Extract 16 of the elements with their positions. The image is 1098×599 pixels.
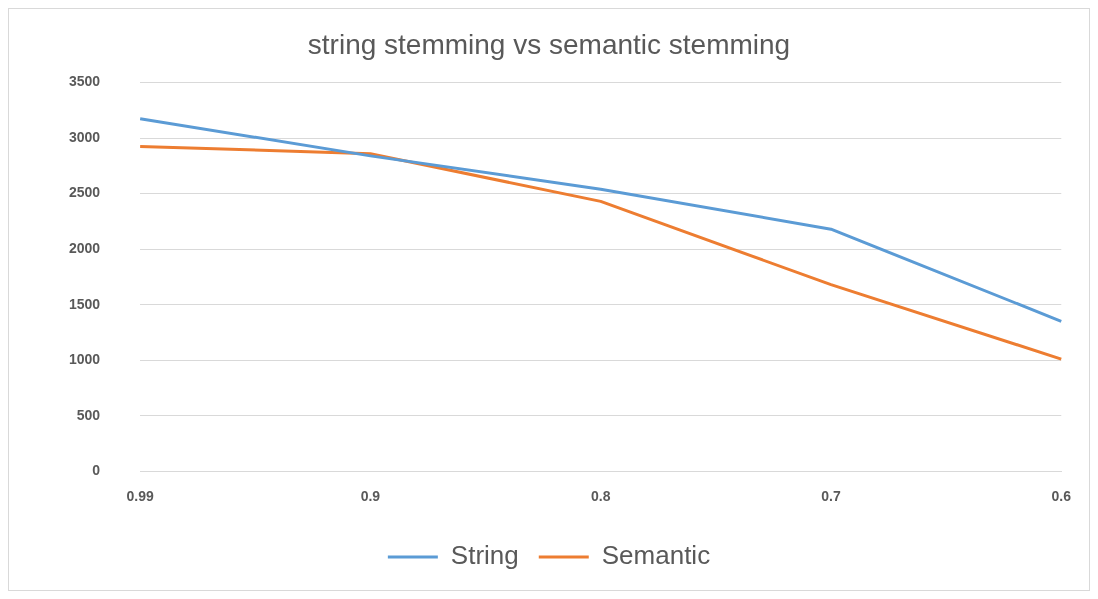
y-tick-label: 2500 [68,184,101,201]
x-tick-label: 0.9 [360,488,381,505]
x-tick-label: 0.7 [821,488,841,505]
y-tick-label: 3500 [68,73,101,90]
chart-title: string stemming vs semantic stemming [307,28,791,60]
y-tick-label: 0 [92,462,101,479]
x-tick-label: 0.99 [126,488,154,505]
x-tick-label: 0.6 [1051,488,1072,505]
y-tick-label: 1000 [68,351,101,368]
y-tick-label: 1500 [68,295,101,312]
legend-label: Semantic [601,540,711,571]
y-tick-label: 500 [76,406,101,423]
x-tick-label: 0.8 [590,488,611,505]
y-tick-label: 3000 [68,128,101,145]
legend-label: String [450,540,519,571]
y-tick-label: 2000 [68,240,101,256]
